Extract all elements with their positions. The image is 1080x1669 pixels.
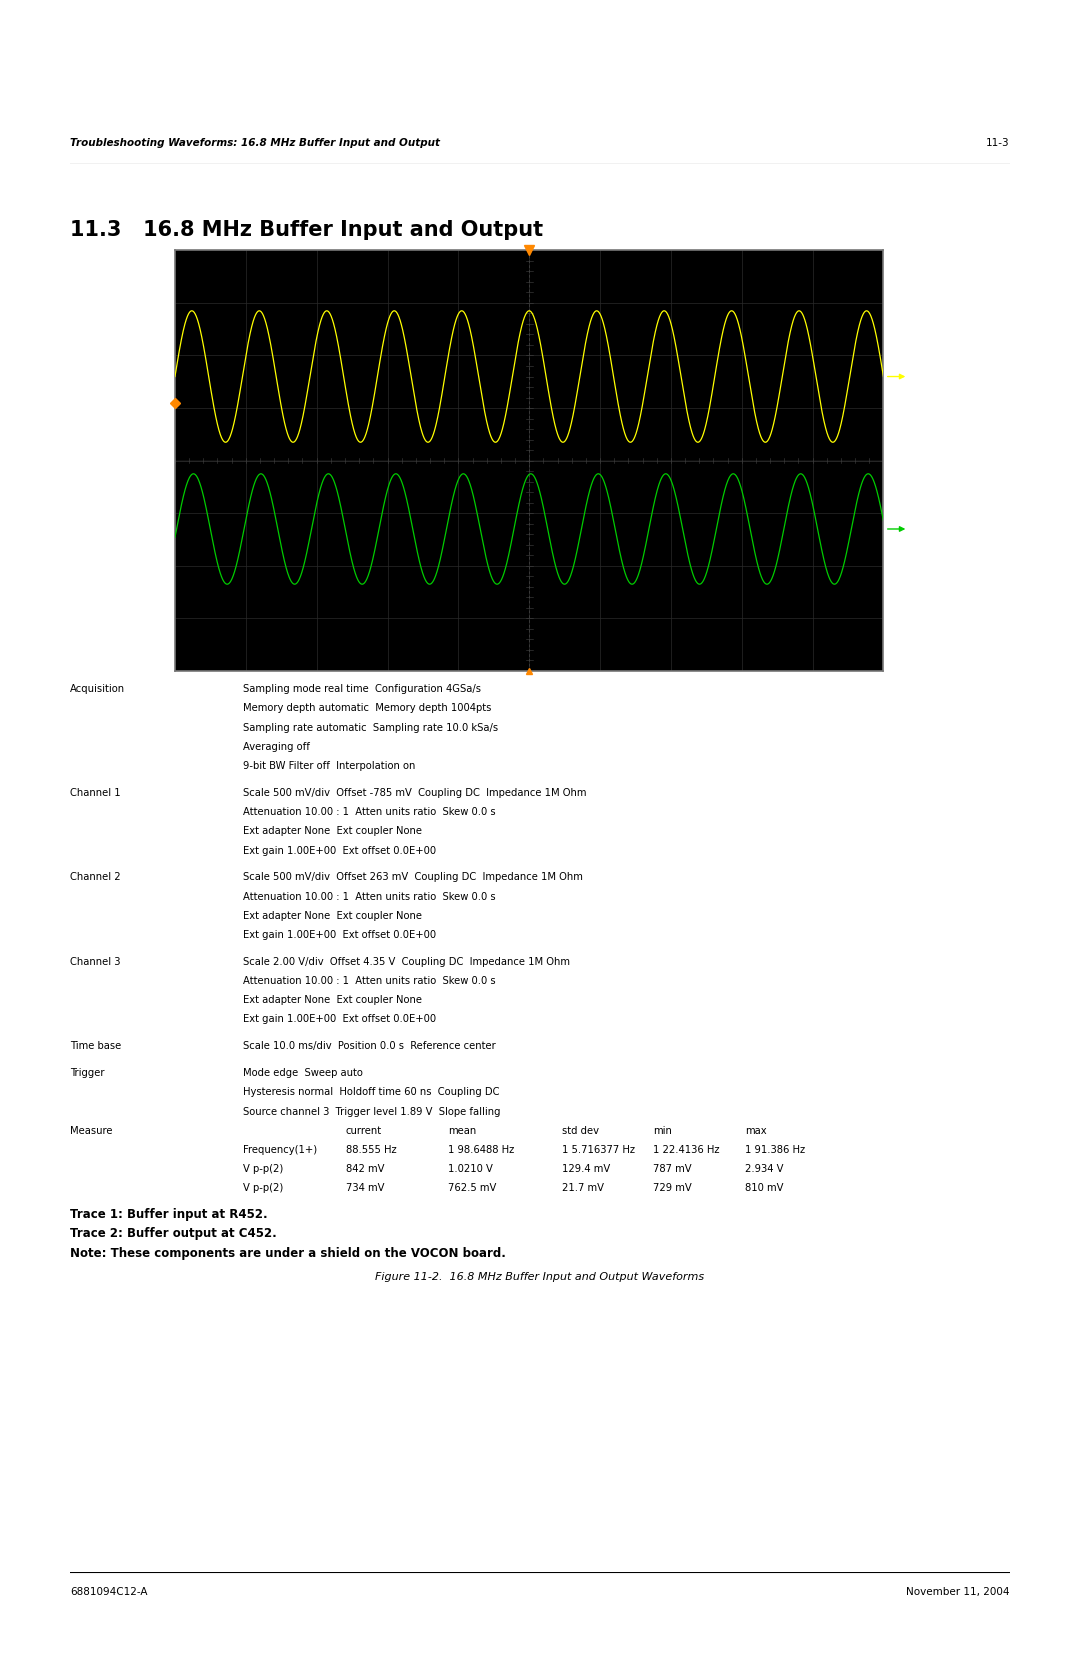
Text: Troubleshooting Waveforms: 16.8 MHz Buffer Input and Output: Troubleshooting Waveforms: 16.8 MHz Buff… <box>70 139 441 147</box>
Text: 787 mV: 787 mV <box>653 1163 692 1173</box>
Text: min: min <box>653 1125 672 1135</box>
Text: 129.4 mV: 129.4 mV <box>562 1163 610 1173</box>
Text: Scale 500 mV/div  Offset -785 mV  Coupling DC  Impedance 1M Ohm: Scale 500 mV/div Offset -785 mV Coupling… <box>243 788 586 798</box>
Text: 1 5.716377 Hz: 1 5.716377 Hz <box>562 1145 635 1155</box>
Text: Hysteresis normal  Holdoff time 60 ns  Coupling DC: Hysteresis normal Holdoff time 60 ns Cou… <box>243 1087 499 1097</box>
Text: Figure 11-2.  16.8 MHz Buffer Input and Output Waveforms: Figure 11-2. 16.8 MHz Buffer Input and O… <box>376 1272 704 1282</box>
Text: current: current <box>346 1125 381 1135</box>
Text: Ext gain 1.00E+00  Ext offset 0.0E+00: Ext gain 1.00E+00 Ext offset 0.0E+00 <box>243 930 436 940</box>
Text: Scale 2.00 V/div  Offset 4.35 V  Coupling DC  Impedance 1M Ohm: Scale 2.00 V/div Offset 4.35 V Coupling … <box>243 956 570 966</box>
Text: Scale 10.0 ms/div  Position 0.0 s  Reference center: Scale 10.0 ms/div Position 0.0 s Referen… <box>243 1041 496 1051</box>
Text: Mode edge  Sweep auto: Mode edge Sweep auto <box>243 1068 363 1078</box>
Text: Attenuation 10.00 : 1  Atten units ratio  Skew 0.0 s: Attenuation 10.00 : 1 Atten units ratio … <box>243 891 496 901</box>
Text: Note: These components are under a shield on the VOCON board.: Note: These components are under a shiel… <box>70 1247 507 1260</box>
Text: Channel 3: Channel 3 <box>70 956 121 966</box>
Text: Averaging off: Averaging off <box>243 741 310 751</box>
Text: V p-p(2): V p-p(2) <box>243 1183 283 1193</box>
Text: Memory depth automatic  Memory depth 1004pts: Memory depth automatic Memory depth 1004… <box>243 704 491 713</box>
Text: 2.934 V: 2.934 V <box>745 1163 784 1173</box>
Text: Channel 1: Channel 1 <box>70 788 121 798</box>
Text: 729 mV: 729 mV <box>653 1183 692 1193</box>
Text: 1 22.4136 Hz: 1 22.4136 Hz <box>653 1145 720 1155</box>
Text: max: max <box>745 1125 767 1135</box>
Text: Measure: Measure <box>70 1125 112 1135</box>
Text: 1.0210 V: 1.0210 V <box>448 1163 494 1173</box>
Text: 21.7 mV: 21.7 mV <box>562 1183 604 1193</box>
Text: 6881094C12-A: 6881094C12-A <box>70 1587 148 1597</box>
Text: 1 91.386 Hz: 1 91.386 Hz <box>745 1145 806 1155</box>
Text: Sampling rate automatic  Sampling rate 10.0 kSa/s: Sampling rate automatic Sampling rate 10… <box>243 723 498 733</box>
Text: Attenuation 10.00 : 1  Atten units ratio  Skew 0.0 s: Attenuation 10.00 : 1 Atten units ratio … <box>243 976 496 986</box>
Text: Ext adapter None  Ext coupler None: Ext adapter None Ext coupler None <box>243 995 422 1005</box>
Text: Channel 2: Channel 2 <box>70 873 121 883</box>
Text: Ext gain 1.00E+00  Ext offset 0.0E+00: Ext gain 1.00E+00 Ext offset 0.0E+00 <box>243 1015 436 1025</box>
Text: mean: mean <box>448 1125 476 1135</box>
Text: 810 mV: 810 mV <box>745 1183 784 1193</box>
Text: Ext adapter None  Ext coupler None: Ext adapter None Ext coupler None <box>243 911 422 921</box>
Text: 1 98.6488 Hz: 1 98.6488 Hz <box>448 1145 514 1155</box>
Text: Attenuation 10.00 : 1  Atten units ratio  Skew 0.0 s: Attenuation 10.00 : 1 Atten units ratio … <box>243 808 496 818</box>
Text: November 11, 2004: November 11, 2004 <box>906 1587 1010 1597</box>
Text: Ext adapter None  Ext coupler None: Ext adapter None Ext coupler None <box>243 826 422 836</box>
Text: 11.3   16.8 MHz Buffer Input and Output: 11.3 16.8 MHz Buffer Input and Output <box>70 220 543 240</box>
Text: 11-3: 11-3 <box>986 139 1010 147</box>
Text: Trace 1: Buffer input at R452.: Trace 1: Buffer input at R452. <box>70 1208 268 1222</box>
Text: 842 mV: 842 mV <box>346 1163 384 1173</box>
Text: Source channel 3  Trigger level 1.89 V  Slope falling: Source channel 3 Trigger level 1.89 V Sl… <box>243 1107 500 1117</box>
Text: std dev: std dev <box>562 1125 598 1135</box>
Text: 9-bit BW Filter off  Interpolation on: 9-bit BW Filter off Interpolation on <box>243 761 416 771</box>
Text: Time base: Time base <box>70 1041 121 1051</box>
Text: Trigger: Trigger <box>70 1068 105 1078</box>
Text: 762.5 mV: 762.5 mV <box>448 1183 497 1193</box>
Text: Scale 500 mV/div  Offset 263 mV  Coupling DC  Impedance 1M Ohm: Scale 500 mV/div Offset 263 mV Coupling … <box>243 873 583 883</box>
Text: 88.555 Hz: 88.555 Hz <box>346 1145 396 1155</box>
Text: Acquisition: Acquisition <box>70 684 125 694</box>
Text: Ext gain 1.00E+00  Ext offset 0.0E+00: Ext gain 1.00E+00 Ext offset 0.0E+00 <box>243 846 436 856</box>
Text: Frequency(1+): Frequency(1+) <box>243 1145 318 1155</box>
Text: 734 mV: 734 mV <box>346 1183 384 1193</box>
Text: Sampling mode real time  Configuration 4GSa/s: Sampling mode real time Configuration 4G… <box>243 684 481 694</box>
Text: Trace 2: Buffer output at C452.: Trace 2: Buffer output at C452. <box>70 1227 276 1240</box>
Text: V p-p(2): V p-p(2) <box>243 1163 283 1173</box>
